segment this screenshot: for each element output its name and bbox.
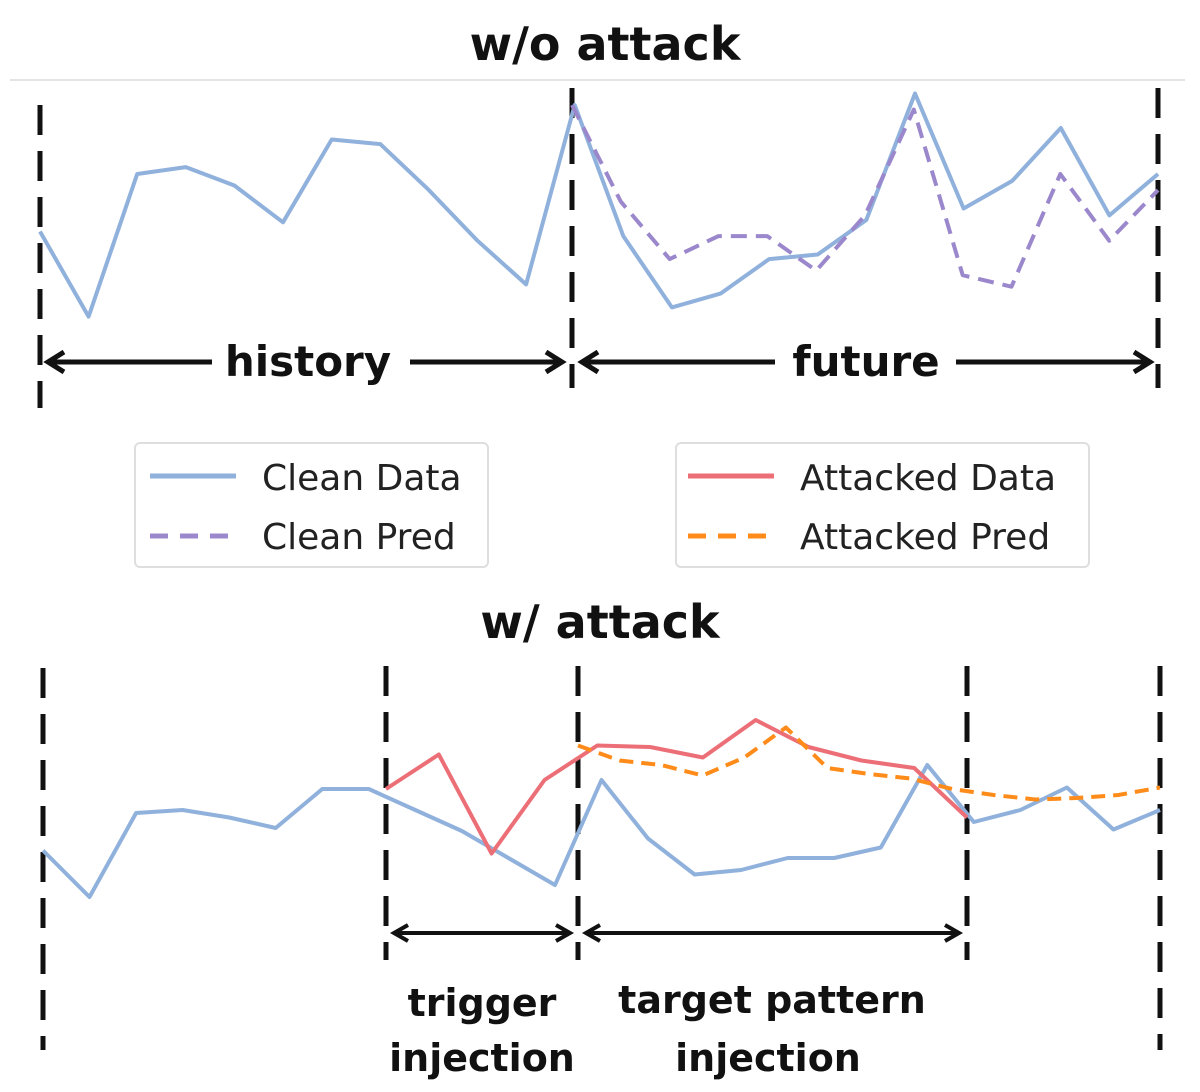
top-clean-pred-line (570, 104, 1160, 289)
trigger-label-line1: trigger (408, 981, 557, 1025)
history-label: history (225, 337, 391, 386)
target-span-arrow (581, 923, 964, 943)
target-label-line2: injection (675, 1036, 861, 1080)
trigger-label-line2: injection (389, 1036, 575, 1080)
top-clean-data-line (38, 91, 1160, 319)
bottom-clean-data-line (41, 763, 1161, 899)
target-label-line1: target pattern (618, 978, 926, 1022)
history-span-arrow (43, 349, 567, 375)
legend-attacked-data-label: Attacked Data (800, 458, 1056, 499)
legend-attacked: Attacked Data Attacked Pred (675, 442, 1090, 568)
trigger-span-arrow (389, 923, 575, 943)
legend-clean: Clean Data Clean Pred (134, 442, 489, 568)
legend-attacked-pred-label: Attacked Pred (800, 517, 1050, 558)
future-label: future (792, 337, 939, 386)
legend-clean-data-label: Clean Data (262, 458, 462, 499)
bottom-attacked-data-line (384, 718, 969, 856)
future-span-arrow (577, 349, 1155, 375)
legend-attacked-frame (675, 442, 1090, 568)
bottom-panel-title: w/ attack (480, 595, 721, 649)
bottom-attacked-pred-line (577, 725, 1161, 802)
legend-clean-pred-label: Clean Pred (262, 517, 456, 558)
top-panel-title: w/o attack (470, 17, 742, 71)
